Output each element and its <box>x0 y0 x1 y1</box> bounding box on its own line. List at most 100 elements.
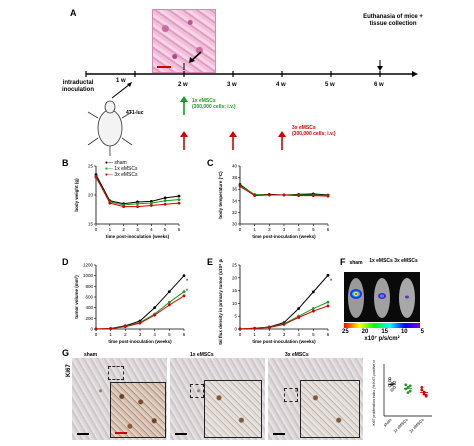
x-tick-label: 6 <box>327 227 330 232</box>
data-point <box>182 290 186 294</box>
green-arrow-icon <box>180 96 188 115</box>
x-tick-label: 5 <box>312 227 315 232</box>
y-tick-label: 36 <box>232 187 238 192</box>
timeline-arrowhead <box>412 71 418 77</box>
x-tick-label: 2 <box>268 227 271 232</box>
color-scale-ticks: 25 20 15 10 5 <box>342 329 424 335</box>
x-tick-label: 6 <box>183 332 186 337</box>
y-tick-label: 0 <box>90 327 93 332</box>
x-category-label: 3x eMSCs <box>408 417 425 434</box>
data-point <box>94 327 98 331</box>
y-axis-label: Ki67 proliferation index (% Ki67-positiv… <box>372 360 376 426</box>
y-tick-label: 600 <box>85 295 93 300</box>
data-point <box>238 184 242 188</box>
treatment-1x-label: 1x eMSCs (300,000 cells; i.v.) <box>192 98 236 110</box>
data-point <box>163 199 167 203</box>
data-point <box>149 201 153 205</box>
x-tick-label: 0 <box>239 332 242 337</box>
ihc-group-label-1x: 1x eMSCs <box>190 352 214 358</box>
x-tick-label: 4 <box>297 227 300 232</box>
y-tick-label: 15 <box>88 222 94 227</box>
x-tick-label: 2 <box>124 332 127 337</box>
data-point <box>424 393 428 397</box>
data-point <box>167 290 171 294</box>
data-point <box>297 194 301 197</box>
data-point <box>311 290 315 294</box>
data-point <box>408 389 412 393</box>
panel-label-a: A <box>70 8 77 18</box>
data-point <box>420 385 424 389</box>
x-axis-label: time post-inoculation (weeks) <box>108 339 172 344</box>
data-point <box>267 193 271 197</box>
data-point <box>422 390 426 394</box>
mouse-image-sham <box>348 278 364 318</box>
week-4-label: 4 w <box>276 82 286 88</box>
data-point <box>326 300 330 304</box>
y-tick-label: 200 <box>85 316 93 321</box>
y-tick-label: 30 <box>232 222 238 227</box>
x-tick-label: 1 <box>253 227 256 232</box>
data-point <box>122 205 126 208</box>
arrow-icon <box>189 51 202 63</box>
data-point <box>138 321 142 325</box>
panel-label-b: B <box>62 158 69 168</box>
x-tick-label: 1 <box>109 227 112 232</box>
x-tick-label: 0 <box>239 227 242 232</box>
week-5-label: 5 w <box>325 82 335 88</box>
x-axis-label: time post-inoculation (weeks) <box>106 234 170 239</box>
data-point <box>94 175 98 178</box>
chart-tumor-volume: 0 200 400 600 800 1000 1200 0 1 2 3 4 5 6 time post-in… <box>74 263 189 345</box>
ihc-group-label-sham: sham <box>84 352 98 358</box>
inoculation-label: intraductal inoculation <box>62 80 94 93</box>
x-tick-label: 4 <box>150 227 153 232</box>
data-point <box>408 384 412 388</box>
ihc-zoom-sham <box>110 382 166 438</box>
chart-flux-density: 0 5 10 15 20 25 0 1 2 3 4 5 6 time post-inoculation (… <box>218 259 333 345</box>
data-point <box>177 201 181 205</box>
data-point <box>392 380 396 384</box>
data-point <box>153 306 157 310</box>
scale-bar <box>157 66 171 68</box>
significance-marker: * <box>330 279 333 285</box>
panel-label-g: G <box>62 348 70 358</box>
x-tick-label: 1 <box>109 332 112 337</box>
data-point <box>167 300 171 304</box>
data-point <box>392 385 396 389</box>
y-axis-label: body weight (g) <box>74 178 79 212</box>
x-tick-label: 0 <box>95 227 98 232</box>
x-tick-label: 1 <box>253 332 256 337</box>
ihc-image-3x <box>268 358 363 440</box>
x-tick-label: 3 <box>283 332 286 337</box>
x-tick-label: 5 <box>168 332 171 337</box>
euthanasia-label: Euthanasia of mice + tissue collection <box>363 14 423 27</box>
cell-line-label: 4T1-luc <box>126 110 144 116</box>
data-point <box>390 388 394 392</box>
data-point <box>326 194 330 198</box>
data-point <box>404 383 408 387</box>
x-category-label: 1x eMSCs <box>392 417 409 434</box>
ihc-image-sham <box>72 358 167 440</box>
color-scale-bar <box>344 323 420 328</box>
ihc-zoom-1x <box>204 380 262 438</box>
x-tick-label: 3 <box>283 227 286 232</box>
y-tick-label: 15 <box>232 288 238 293</box>
y-tick-label: 1200 <box>83 263 94 268</box>
y-tick-label: 25 <box>88 164 94 169</box>
injection-line <box>111 83 131 99</box>
data-point <box>163 196 167 200</box>
data-point <box>388 377 392 381</box>
y-tick-label: 1000 <box>83 273 94 278</box>
chart-ki67-index: Ki67 proliferation index (% Ki67-positiv… <box>372 360 432 434</box>
week-3-label: 3 w <box>227 82 237 88</box>
mouse-icon <box>87 100 133 156</box>
data-point <box>149 204 153 207</box>
week-2-label: 2 w <box>178 82 188 88</box>
bioluminescence-images <box>344 272 420 322</box>
chart-body-weight: 15 20 25 0 1 2 3 4 5 6 time post-inoculation (week… <box>74 164 181 240</box>
y-tick-label: 10 <box>232 301 238 306</box>
data-point <box>326 304 330 308</box>
data-point <box>311 309 315 313</box>
y-tick-label: 32 <box>232 210 238 215</box>
data-point <box>253 194 257 197</box>
